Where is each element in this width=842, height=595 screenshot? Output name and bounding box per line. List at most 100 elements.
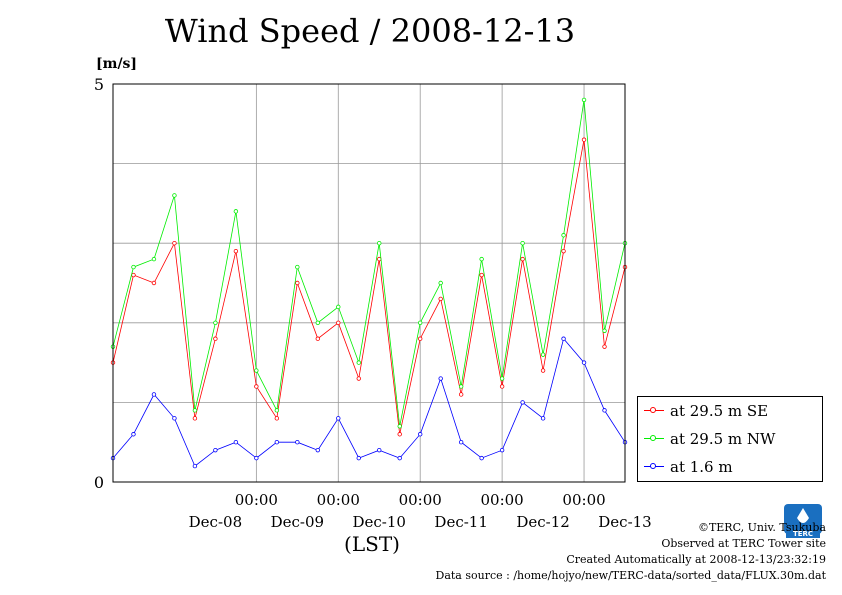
data-point <box>479 455 484 461</box>
data-point <box>336 416 341 421</box>
x-tick-label-time: 00:00 <box>399 491 442 509</box>
data-point <box>602 344 607 349</box>
data-point <box>581 137 587 142</box>
data-point <box>213 336 218 341</box>
data-point <box>315 336 320 341</box>
data-point <box>499 376 505 381</box>
x-tick-label-time: 00:00 <box>317 491 360 509</box>
data-point <box>479 272 484 278</box>
x-tick-label-date: Dec-13 <box>598 513 651 531</box>
data-point <box>192 408 198 413</box>
legend-swatch-nw <box>644 434 664 444</box>
data-source-text: Data source : /home/hojyo/new/TERC-data/… <box>435 569 827 582</box>
data-point <box>499 384 505 389</box>
data-point <box>233 248 239 254</box>
series-line <box>112 337 626 467</box>
x-tick-label-date: Dec-11 <box>434 513 487 531</box>
legend-item-se: at 29.5 m SE <box>644 399 768 423</box>
legend-label-se: at 29.5 m SE <box>670 402 769 420</box>
series-1 <box>110 137 628 437</box>
data-point <box>131 432 136 437</box>
series-3 <box>110 336 628 469</box>
data-point <box>233 440 239 445</box>
data-point <box>213 320 218 325</box>
legend-item-nw: at 29.5 m NW <box>644 427 775 451</box>
data-point <box>479 256 484 262</box>
x-tick-label-date: Dec-10 <box>353 513 406 531</box>
legend-swatch-se <box>644 406 664 416</box>
x-tick-label-time: 00:00 <box>562 491 605 509</box>
legend-label-low: at 1.6 m <box>670 458 733 476</box>
data-point <box>458 392 464 397</box>
data-point <box>274 408 280 413</box>
data-point <box>397 424 402 429</box>
data-point <box>561 336 566 341</box>
data-point <box>131 264 136 270</box>
data-point <box>602 408 607 413</box>
data-point <box>458 384 464 389</box>
data-point <box>336 320 341 325</box>
data-point <box>438 296 443 302</box>
x-tick-label-date: Dec-09 <box>271 513 324 531</box>
data-point <box>581 97 587 103</box>
data-point <box>602 328 607 333</box>
footer-credits: ©TERC, Univ. Tsukuba Observed at TERC To… <box>436 520 827 584</box>
y-tick-label: 5 <box>94 75 104 94</box>
data-point <box>561 248 566 254</box>
x-tick-label-date: Dec-12 <box>516 513 569 531</box>
data-point <box>458 440 464 445</box>
data-point <box>377 240 382 246</box>
data-point <box>520 256 525 262</box>
series-layer <box>110 97 628 469</box>
data-point <box>295 440 300 445</box>
legend: at 29.5 m SE at 29.5 m NW at 1.6 m <box>637 396 823 482</box>
data-point <box>254 455 259 461</box>
y-axis-unit-label: [m/s] <box>96 56 138 72</box>
data-point <box>418 432 423 437</box>
data-point <box>172 193 177 198</box>
legend-label-nw: at 29.5 m NW <box>670 430 776 448</box>
axis-ticks: 00:00 00:00 00:00 00:00 00:00 Dec-08 Dec-09 Dec… <box>94 75 652 531</box>
data-point <box>131 272 136 278</box>
series-line <box>112 99 626 427</box>
data-point <box>315 447 320 453</box>
x-tick-label-date: Dec-08 <box>189 513 242 531</box>
data-point <box>356 376 361 381</box>
created-timestamp-text: Created Automatically at 2008-12-13/23:3… <box>566 553 826 566</box>
data-point <box>540 368 546 373</box>
data-point <box>192 416 198 421</box>
y-tick-label: 0 <box>94 473 104 492</box>
legend-swatch-low <box>644 462 664 472</box>
legend-item-low: at 1.6 m <box>644 455 733 479</box>
svg-text:TERC: TERC <box>793 530 813 538</box>
plot-frame <box>112 83 626 483</box>
data-point <box>520 240 525 246</box>
data-point <box>499 447 505 453</box>
data-point <box>192 463 198 469</box>
series-2 <box>110 97 628 429</box>
data-point <box>274 440 280 445</box>
data-point <box>254 368 259 373</box>
data-point <box>561 233 566 238</box>
data-point <box>172 240 177 246</box>
data-point <box>336 304 341 310</box>
data-point <box>540 416 546 421</box>
data-point <box>254 384 259 389</box>
x-tick-label-time: 00:00 <box>481 491 524 509</box>
data-point <box>295 280 300 286</box>
data-point <box>377 447 382 453</box>
data-point <box>274 416 280 421</box>
data-point <box>438 376 443 381</box>
chart-title: Wind Speed / 2008-12-13 <box>164 12 576 50</box>
copyright-text: ©TERC, Univ. Tsukuba <box>697 521 826 534</box>
data-point <box>540 352 546 357</box>
data-point <box>151 256 157 262</box>
observed-site-text: Observed at TERC Tower site <box>661 537 826 550</box>
data-point <box>356 455 361 461</box>
data-point <box>581 360 587 365</box>
data-point <box>438 280 443 286</box>
data-point <box>397 432 402 437</box>
data-point <box>397 455 402 461</box>
series-line <box>112 139 626 435</box>
